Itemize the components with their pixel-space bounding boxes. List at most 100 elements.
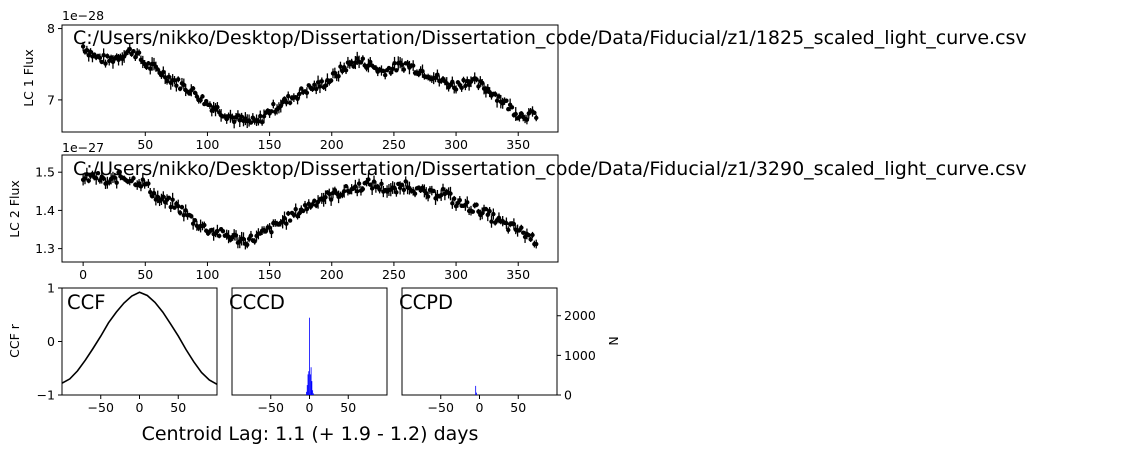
lc1-data-point: [405, 61, 410, 66]
lc1-title: C:/Users/nikko/Desktop/Dissertation/Diss…: [73, 27, 1027, 49]
lc1-data-point: [399, 62, 405, 68]
lc2-data-point: [327, 191, 332, 197]
lc2-data-point: [528, 237, 533, 242]
lc2-data-point: [293, 206, 298, 212]
lc1-data-point: [368, 59, 373, 65]
lc2-data-point: [151, 190, 157, 196]
lc2-data-point: [511, 221, 517, 227]
ccpd-ytick-label: 0: [564, 388, 572, 403]
lc2-data-point: [220, 228, 226, 234]
lc2-data-point: [474, 202, 479, 208]
lc2-xtick-label: 300: [444, 267, 468, 282]
lc2-data-point: [245, 242, 250, 247]
lc2-data-point: [476, 209, 481, 214]
lc2-data-point: [287, 218, 293, 223]
lc2-data-point: [217, 233, 222, 239]
lc2-xtick-label: 250: [382, 267, 406, 282]
lc2-data-point: [161, 194, 166, 199]
lc1-data-point: [215, 104, 220, 110]
lc1-data-point: [286, 93, 291, 99]
lc1-data-point: [474, 77, 479, 82]
lc1-data-point: [136, 50, 142, 55]
ccf-marks: [62, 291, 217, 385]
lc1-data-point: [192, 90, 198, 96]
lc2-data-point: [332, 187, 338, 193]
lc1-data-point: [479, 80, 485, 86]
lc1-data-point: [181, 82, 187, 88]
lc1-xtick-label: 200: [320, 137, 344, 152]
lc2-marks: [80, 167, 539, 250]
ccpd-ytick-label: 2000: [564, 308, 596, 323]
cccd-bar: [309, 317, 310, 395]
lc1-data-point: [248, 120, 254, 125]
lc2-panel: 1e−27 LC 2 Flux C:/Users/nikko/Desktop/D…: [7, 140, 1027, 282]
lc2-data-point: [314, 203, 319, 208]
lc2-data-point: [534, 241, 539, 247]
lc1-data-point: [284, 100, 289, 105]
lc2-data-point: [215, 228, 220, 234]
lc2-title: C:/Users/nikko/Desktop/Dissertation/Diss…: [73, 158, 1027, 180]
lc1-data-point: [336, 73, 341, 79]
lc2-data-point: [282, 215, 287, 221]
lc1-data-point: [231, 119, 237, 125]
lc2-data-point: [496, 215, 502, 221]
lc1-data-point: [133, 54, 138, 60]
lc1-data-point: [131, 48, 136, 54]
lc2-data-point: [241, 236, 246, 242]
lc1-data-point: [487, 89, 492, 95]
lc2-data-point: [300, 208, 306, 214]
lc2-data-point: [189, 213, 194, 219]
lc2-data-point: [101, 176, 106, 181]
lc2-data-point: [131, 176, 136, 181]
lc2-data-point: [263, 228, 269, 234]
lc2-data-point: [355, 189, 360, 194]
lc2-data-point: [343, 184, 349, 189]
lc2-data-point: [86, 178, 91, 183]
lc2-data-point: [356, 181, 362, 186]
lc2-data-point: [377, 187, 382, 192]
lc1-data-point: [351, 64, 356, 69]
lc2-data-point: [248, 233, 254, 238]
ccf-line: [62, 291, 217, 385]
lc2-data-point: [440, 186, 446, 192]
lc1-data-point: [278, 103, 283, 109]
lc2-data-point: [491, 211, 496, 217]
lc1-data-point: [269, 109, 274, 114]
lc1-ytick-label: 8: [47, 21, 55, 36]
lc2-data-point: [90, 171, 95, 177]
lc1-data-point: [506, 106, 511, 112]
lc2-data-point: [425, 194, 431, 199]
lc2-data-point: [291, 212, 297, 218]
lc1-data-point: [176, 77, 181, 82]
lc1-data-point: [103, 61, 108, 66]
lc2-axes-frame: [61, 154, 559, 263]
lc1-xtick-label: 150: [258, 137, 282, 152]
lc1-data-point: [198, 97, 203, 103]
lc1-data-point: [386, 65, 392, 71]
lc2-data-point: [450, 201, 455, 206]
lc1-data-point: [390, 66, 395, 72]
lc2-data-point: [399, 182, 405, 188]
lc2-data-point: [341, 188, 347, 194]
lc2-data-point: [114, 180, 119, 185]
lc1-data-point: [355, 56, 360, 61]
lc2-data-point: [310, 202, 315, 207]
lc1-data-point: [105, 53, 110, 59]
lc2-offset-label: 1e−27: [62, 140, 104, 155]
lc2-ytick-label: 1.4: [35, 203, 55, 218]
lc2-data-point: [403, 179, 408, 184]
lc2-data-point: [170, 197, 175, 202]
lc1-data-point: [532, 110, 537, 115]
lc2-data-point: [424, 191, 429, 196]
lc1-data-point: [259, 119, 265, 125]
lc2-data-point: [453, 203, 459, 209]
lc2-xtick-label: 200: [320, 267, 344, 282]
lc2-data-point: [149, 194, 155, 199]
cccd-bar: [309, 374, 311, 395]
ccpd-marks: [475, 385, 477, 395]
lc1-data-point: [444, 81, 449, 86]
lc1-data-point: [388, 70, 394, 75]
lc2-data-point: [181, 213, 187, 218]
ccf-xtick-label: 50: [170, 400, 186, 415]
